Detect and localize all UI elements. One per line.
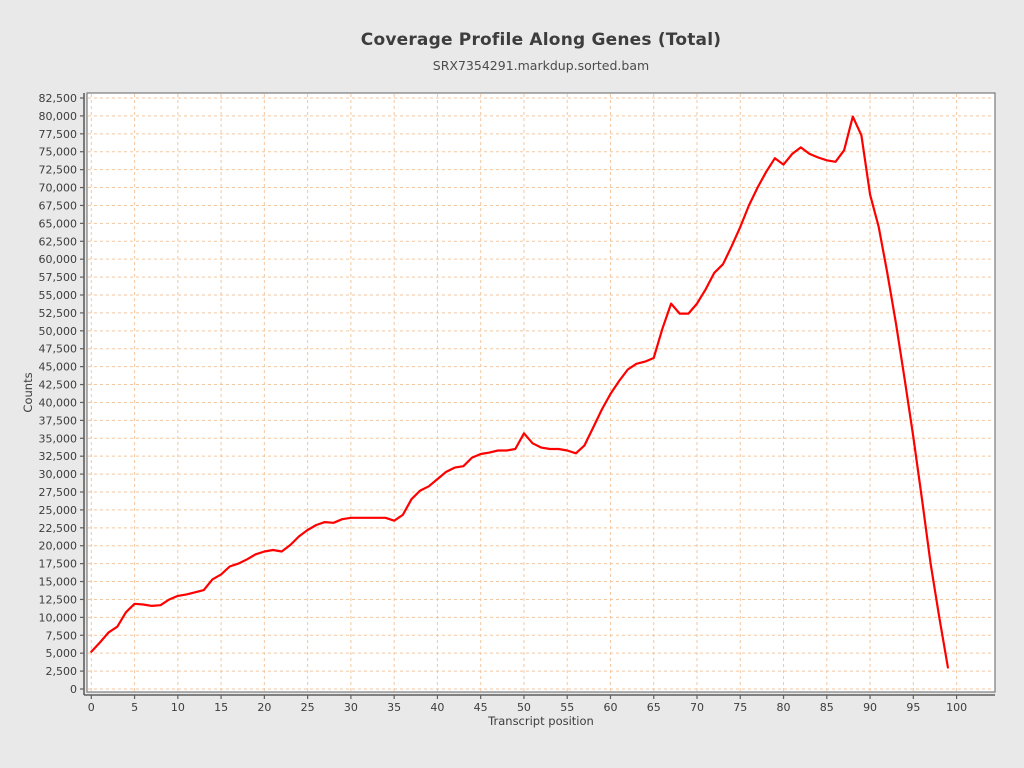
- y-tick-label: 7,500: [46, 629, 78, 642]
- y-tick-label: 72,500: [39, 164, 78, 177]
- x-tick-label: 55: [560, 701, 574, 714]
- y-tick-label: 45,000: [39, 361, 78, 374]
- x-tick-label: 90: [863, 701, 877, 714]
- x-tick-label: 100: [946, 701, 967, 714]
- plot-border: [86, 92, 996, 693]
- y-tick-label: 12,500: [39, 593, 78, 606]
- y-tick-label: 60,000: [39, 253, 78, 266]
- y-tick-label: 62,500: [39, 235, 78, 248]
- x-tick-label: 25: [301, 701, 315, 714]
- y-tick-label: 80,000: [39, 110, 78, 123]
- y-tick-label: 47,500: [39, 343, 78, 356]
- x-tick-label: 20: [257, 701, 271, 714]
- y-tick-label: 42,500: [39, 379, 78, 392]
- y-tick-label: 27,500: [39, 486, 78, 499]
- y-tick-label: 57,500: [39, 271, 78, 284]
- y-tick-label: 52,500: [39, 307, 78, 320]
- y-tick-label: 50,000: [39, 325, 78, 338]
- x-tick-label: 10: [171, 701, 185, 714]
- y-tick-label: 22,500: [39, 522, 78, 535]
- y-tick-label: 40,000: [39, 396, 78, 409]
- y-tick-label: 2,500: [46, 665, 78, 678]
- chart-title: Coverage Profile Along Genes (Total): [360, 30, 722, 50]
- y-tick-label: 20,000: [39, 540, 78, 553]
- y-tick-label: 17,500: [39, 558, 78, 571]
- y-tick-label: 35,000: [39, 432, 78, 445]
- coverage-line: [90, 115, 950, 669]
- chart-subtitle: SRX7354291.markdup.sorted.bam: [432, 58, 650, 73]
- y-tick-label: 82,500: [39, 92, 78, 105]
- y-tick-label: 37,500: [39, 414, 78, 427]
- y-tick-label: 75,000: [39, 146, 78, 159]
- y-tick-label: 30,000: [39, 468, 78, 481]
- y-tick-label: 10,000: [39, 611, 78, 624]
- x-tick-label: 5: [131, 701, 138, 714]
- x-tick-label: 70: [690, 701, 704, 714]
- x-tick-label: 50: [517, 701, 531, 714]
- x-tick-label: 45: [474, 701, 488, 714]
- x-tick-label: 75: [733, 701, 747, 714]
- y-tick-label: 5,000: [46, 647, 78, 660]
- y-tick-label: 55,000: [39, 289, 78, 302]
- x-tick-label: 30: [344, 701, 358, 714]
- y-tick-label: 65,000: [39, 217, 78, 230]
- y-tick-label: 32,500: [39, 450, 78, 463]
- x-tick-label: 0: [88, 701, 95, 714]
- x-tick-label: 35: [387, 701, 401, 714]
- x-tick-label: 60: [603, 701, 617, 714]
- y-tick-label: 70,000: [39, 182, 78, 195]
- x-tick-label: 95: [906, 701, 920, 714]
- x-tick-label: 40: [430, 701, 444, 714]
- y-axis-title: Counts: [21, 372, 35, 412]
- x-tick-label: 15: [214, 701, 228, 714]
- y-tick-label: 77,500: [39, 128, 78, 141]
- x-tick-label: 65: [647, 701, 661, 714]
- plot-area: [87, 93, 995, 692]
- y-tick-label: 0: [70, 683, 77, 696]
- x-tick-label: 80: [777, 701, 791, 714]
- y-tick-label: 15,000: [39, 576, 78, 589]
- x-axis-title: Transcript position: [487, 714, 594, 728]
- y-tick-label: 25,000: [39, 504, 78, 517]
- y-tick-label: 67,500: [39, 199, 78, 212]
- x-tick-label: 85: [820, 701, 834, 714]
